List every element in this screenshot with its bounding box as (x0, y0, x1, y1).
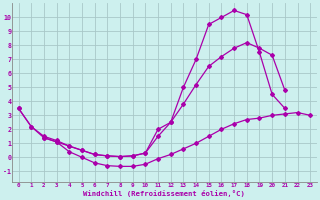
X-axis label: Windchill (Refroidissement éolien,°C): Windchill (Refroidissement éolien,°C) (84, 190, 245, 197)
